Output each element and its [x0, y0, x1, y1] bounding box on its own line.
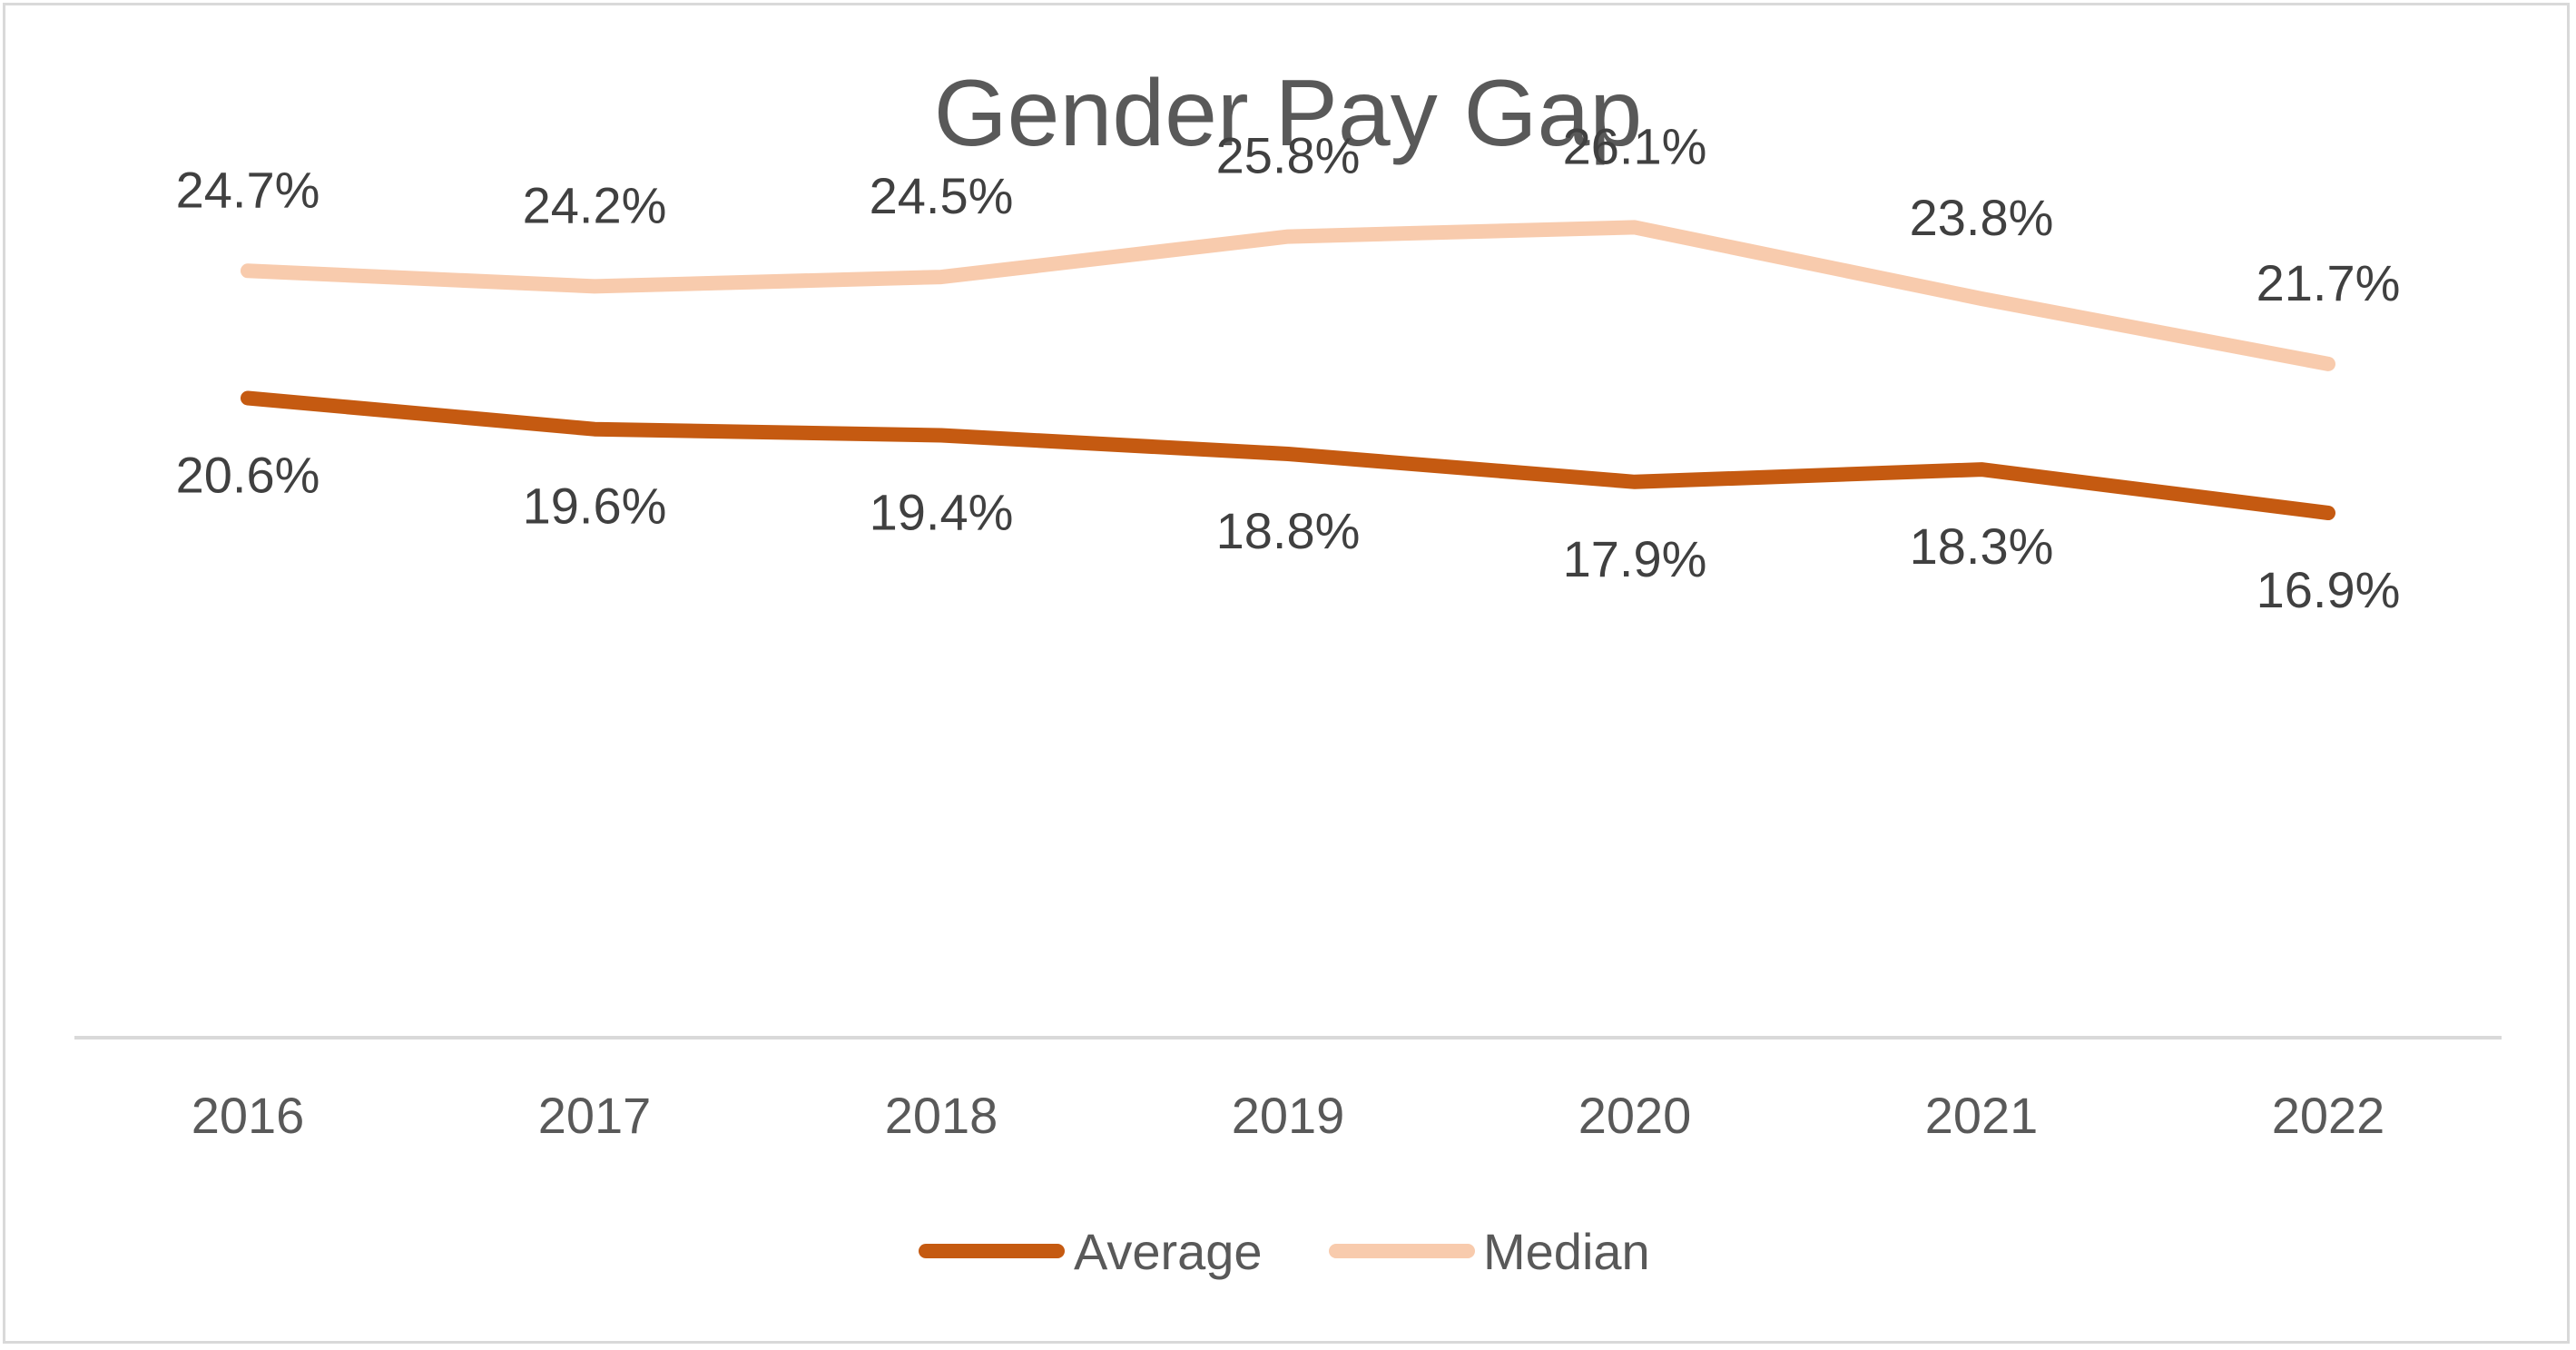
data-label-median-2020: 26.1% [1563, 117, 1707, 174]
legend-label-average: Average [1074, 1223, 1263, 1280]
data-label-average-2018: 19.4% [870, 484, 1014, 541]
chart-area [3, 3, 2570, 1344]
x-tick-label-2022: 2022 [2272, 1087, 2385, 1144]
x-tick-label-2021: 2021 [1925, 1087, 2039, 1144]
x-tick-labels: 2016 2017 2018 2019 2020 2021 2022 [192, 1087, 2385, 1144]
data-label-average-2019: 18.8% [1216, 502, 1361, 559]
chart-title: Gender Pay Gap [934, 61, 1642, 166]
x-tick-label-2019: 2019 [1232, 1087, 1345, 1144]
data-label-median-2018: 24.5% [870, 167, 1014, 224]
data-label-average-2016: 20.6% [176, 446, 320, 503]
legend-label-median: Median [1483, 1223, 1650, 1280]
series-layer [241, 220, 2335, 520]
data-label-average-2017: 19.6% [523, 478, 667, 535]
x-tick-label-2020: 2020 [1578, 1087, 1692, 1144]
series-line-median [241, 220, 2335, 371]
data-label-median-2017: 24.2% [523, 176, 667, 233]
data-label-average-2021: 18.3% [1910, 517, 2054, 575]
data-label-median-2022: 21.7% [2256, 254, 2401, 311]
data-label-median-2021: 23.8% [1910, 189, 2054, 246]
series-line-average [241, 390, 2335, 520]
data-label-average-2020: 17.9% [1563, 530, 1707, 587]
x-tick-label-2018: 2018 [885, 1087, 998, 1144]
x-tick-label-2016: 2016 [192, 1087, 305, 1144]
data-label-average-2022: 16.9% [2256, 561, 2401, 618]
data-label-median-2019: 25.8% [1216, 127, 1361, 184]
data-label-layer: 20.6% 19.6% 19.4% 18.8% 17.9% 18.3% 16.9% 24.7%… [176, 117, 2401, 618]
legend: Average Median [919, 1223, 1650, 1280]
data-label-median-2016: 24.7% [176, 161, 320, 218]
x-tick-label-2017: 2017 [538, 1087, 652, 1144]
